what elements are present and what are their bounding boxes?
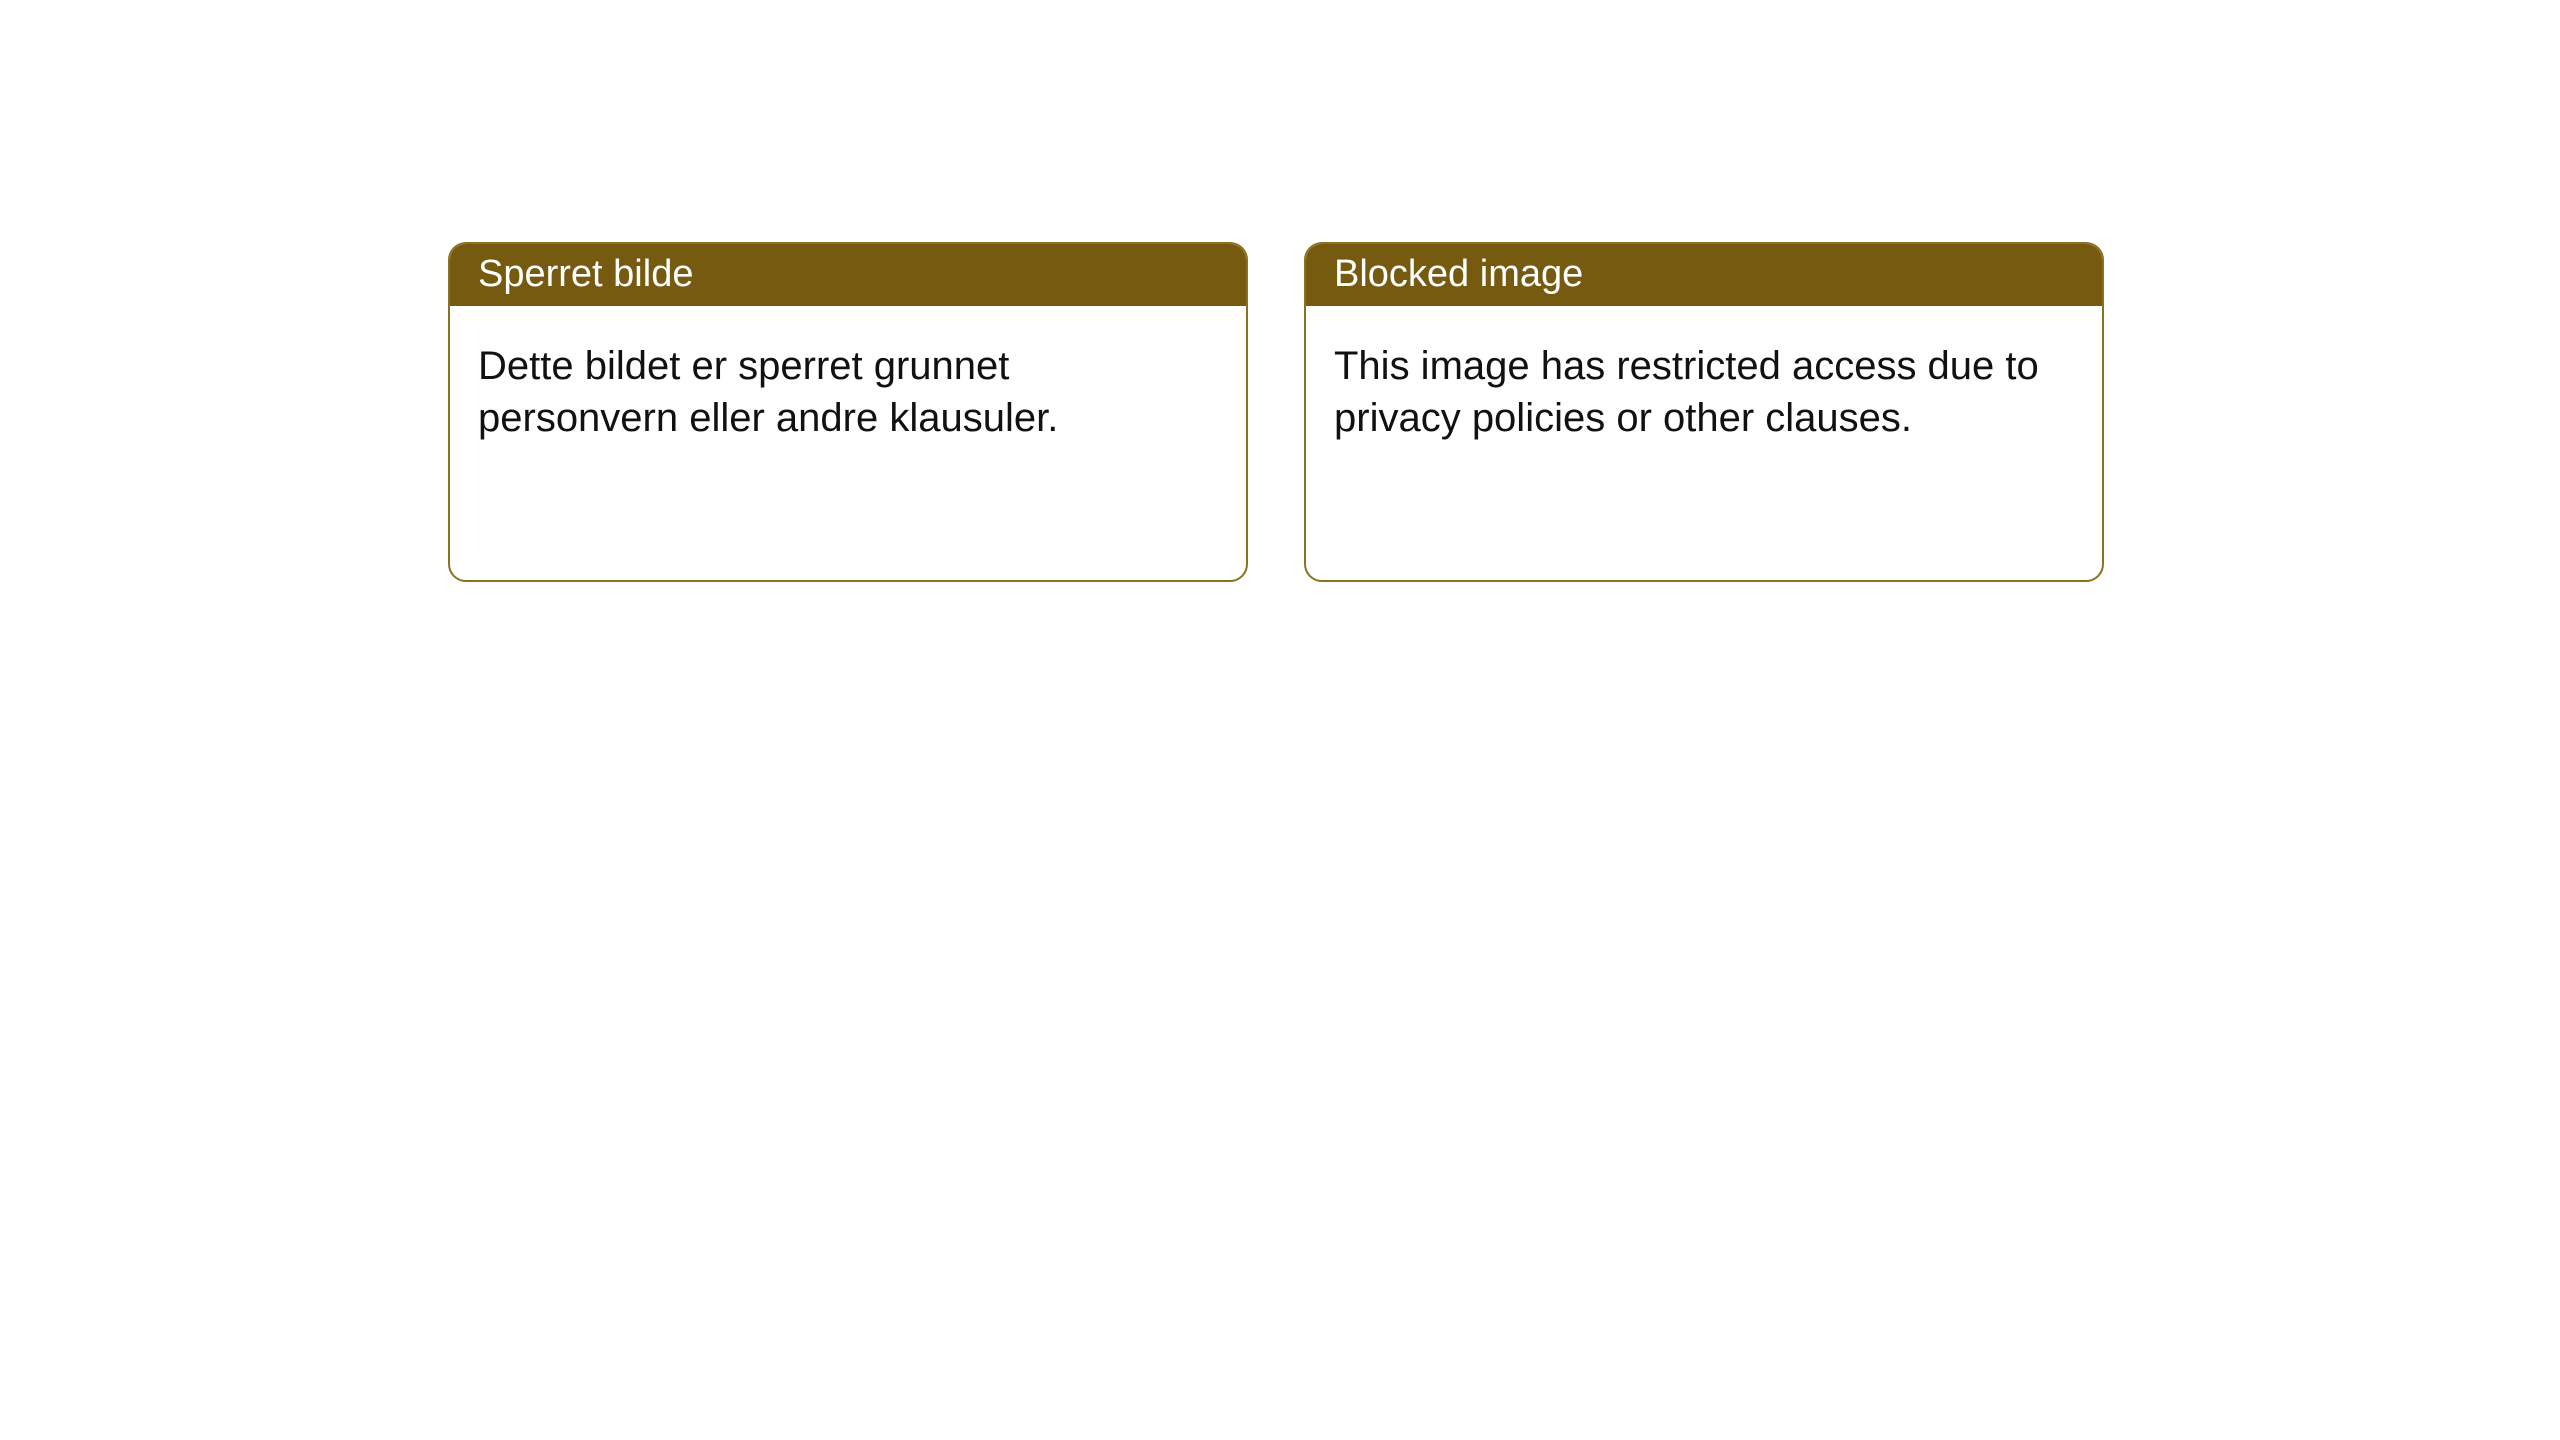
notice-card-english: Blocked image This image has restricted …	[1304, 242, 2104, 582]
notice-card-title: Blocked image	[1306, 244, 2102, 306]
notice-card-title: Sperret bilde	[450, 244, 1246, 306]
notice-card-body: Dette bildet er sperret grunnet personve…	[450, 306, 1246, 580]
notice-cards-container: Sperret bilde Dette bildet er sperret gr…	[0, 0, 2560, 582]
notice-card-body: This image has restricted access due to …	[1306, 306, 2102, 580]
notice-card-norwegian: Sperret bilde Dette bildet er sperret gr…	[448, 242, 1248, 582]
